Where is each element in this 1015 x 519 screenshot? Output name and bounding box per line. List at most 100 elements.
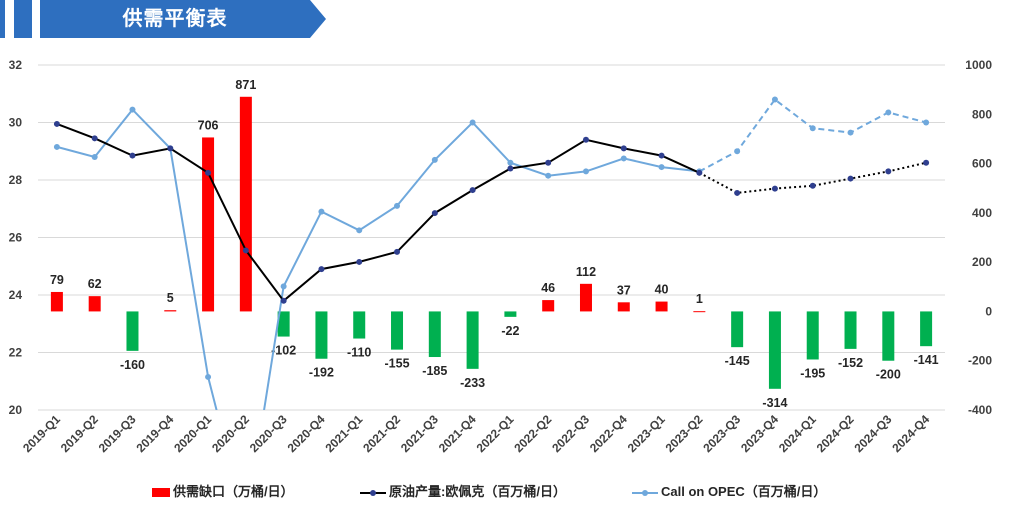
- gap-bar: [50, 291, 63, 312]
- gap-bar: [882, 311, 895, 361]
- production-point: [771, 185, 778, 192]
- bar-data-label: -141: [914, 353, 939, 367]
- callon-line-solid: [56, 108, 700, 410]
- gap-bar: [391, 311, 404, 350]
- legend-item-gap: 供需缺口（万桶/日）: [152, 480, 294, 504]
- gap-bar: [164, 310, 177, 312]
- gap-bar: [579, 283, 592, 312]
- right-axis-tick: 1000: [965, 58, 992, 72]
- gap-bar: [844, 311, 857, 349]
- bar-data-label: 79: [50, 273, 64, 287]
- production-point: [809, 182, 816, 189]
- bar-data-label: -192: [309, 366, 334, 380]
- bar-data-label: 5: [167, 291, 174, 305]
- banner-stripe-1: [0, 0, 5, 38]
- callon-point: [545, 172, 552, 179]
- callon-point: [582, 168, 589, 175]
- bar-data-label: -200: [876, 368, 901, 382]
- callon-point: [469, 119, 476, 126]
- x-axis-tick: 2022-Q4: [587, 412, 630, 455]
- left-axis-tick: 24: [9, 288, 23, 302]
- production-point: [91, 135, 98, 142]
- gap-bar: [920, 311, 933, 347]
- x-axis-tick: 2021-Q1: [322, 412, 365, 455]
- legend-item-callon: Call on OPEC（百万桶/日）: [632, 480, 826, 504]
- x-axis-tick: 2024-Q4: [889, 412, 932, 455]
- production-point: [885, 168, 892, 175]
- production-point: [658, 152, 665, 159]
- bar-data-label: -314: [762, 396, 787, 410]
- callon-point: [318, 208, 325, 215]
- callon-point: [91, 154, 98, 160]
- production-point: [167, 145, 174, 152]
- bar-data-label: -152: [838, 356, 863, 370]
- production-point: [847, 175, 854, 182]
- callon-point: [394, 202, 401, 209]
- x-axis-tick: 2024-Q1: [776, 412, 819, 455]
- x-axis-tick: 2021-Q2: [360, 412, 403, 455]
- left-axis-tick: 26: [9, 231, 23, 245]
- callon-point: [847, 129, 854, 136]
- legend-swatch-callon: [632, 489, 658, 496]
- production-point: [129, 152, 136, 159]
- callon-line-dashed: [698, 98, 927, 173]
- gap-bar: [617, 302, 630, 312]
- gap-bar: [768, 311, 781, 389]
- callon-point: [923, 119, 930, 126]
- legend-label-gap: 供需缺口（万桶/日）: [173, 484, 294, 499]
- production-point: [394, 248, 401, 255]
- production-line-solid: [56, 122, 700, 303]
- gap-bar: [731, 311, 744, 348]
- bar-data-label: 112: [576, 265, 596, 279]
- gap-bar: [428, 311, 441, 358]
- production-point: [205, 169, 212, 176]
- left-axis-tick: 28: [9, 173, 23, 187]
- callon-point: [205, 373, 212, 380]
- banner-stripe-2: [14, 0, 32, 38]
- left-axis-tick: 32: [9, 58, 23, 72]
- bar-data-label: 706: [198, 118, 219, 132]
- bar-data-label: -160: [120, 358, 145, 372]
- callon-point: [280, 283, 287, 290]
- banner-shape: [0, 0, 326, 38]
- production-point: [545, 159, 552, 166]
- gap-bar: [88, 296, 101, 312]
- left-axis-tick: 22: [9, 346, 23, 360]
- bar-data-label: 37: [617, 283, 631, 297]
- x-axis-tick: 2019-Q1: [20, 412, 63, 455]
- x-axis-tick: 2019-Q2: [58, 412, 101, 455]
- bar-data-label: -155: [385, 357, 410, 371]
- x-axis-tick: 2023-Q2: [663, 412, 706, 455]
- production-point: [356, 258, 363, 265]
- gap-bar: [277, 311, 290, 337]
- right-axis-tick: 800: [972, 107, 992, 121]
- production-point: [620, 145, 627, 152]
- bar-data-label: -102: [271, 344, 296, 358]
- callon-point: [53, 143, 60, 150]
- bar-data-label: 62: [88, 277, 102, 291]
- supply-demand-chart: 20 22 24 26 28 30 32 -400 -200 0 200 400 600 800 1000 7…: [9, 58, 993, 455]
- gap-bar: [806, 311, 819, 360]
- x-axis-tick: 2023-Q4: [738, 412, 781, 455]
- callon-point: [431, 156, 438, 163]
- callon-point: [129, 106, 136, 113]
- gap-bar: [693, 311, 706, 313]
- x-axis-tick: 2022-Q3: [549, 412, 592, 455]
- gap-bar: [466, 311, 479, 369]
- production-point: [53, 120, 60, 127]
- legend-swatch-production: [360, 489, 386, 496]
- production-point: [318, 266, 325, 273]
- right-axis-tick: -400: [968, 403, 992, 417]
- x-axis-tick: 2024-Q2: [814, 412, 857, 455]
- x-axis-tick: 2023-Q3: [700, 412, 743, 455]
- production-point: [280, 297, 287, 304]
- legend-swatch-gap: [152, 488, 170, 498]
- callon-point: [809, 125, 816, 132]
- left-axis-tick: 30: [9, 116, 23, 130]
- x-axis-tick: 2020-Q4: [285, 412, 328, 455]
- bar-data-label: -185: [422, 364, 447, 378]
- bar-data-label: -233: [460, 376, 485, 390]
- x-axis-tick: 2019-Q4: [133, 412, 176, 455]
- gap-bar: [315, 311, 328, 359]
- production-point: [431, 210, 438, 217]
